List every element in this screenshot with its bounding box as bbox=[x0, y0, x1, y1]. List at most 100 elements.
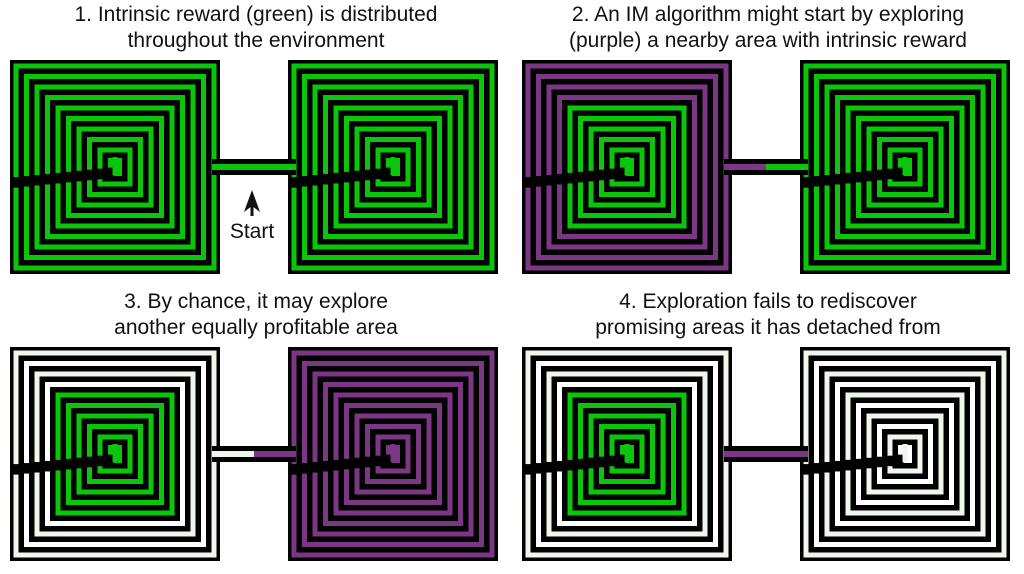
left-maze-gap bbox=[619, 167, 626, 179]
right-maze-path bbox=[835, 95, 975, 239]
left-maze-gap bbox=[598, 456, 605, 468]
left-maze-gap bbox=[76, 457, 82, 469]
right-maze-gap bbox=[813, 176, 820, 187]
right-maze-path bbox=[333, 105, 453, 229]
left-maze-gap bbox=[577, 171, 584, 183]
right-spiral-maze bbox=[800, 60, 1010, 274]
left-maze-gap bbox=[55, 172, 61, 184]
right-maze-gap bbox=[834, 460, 841, 472]
panel-2-caption: 2. An IM algorithm might start by explor… bbox=[512, 2, 1024, 54]
right-maze-path bbox=[877, 424, 933, 484]
right-maze-path bbox=[845, 392, 965, 516]
left-maze-gap bbox=[598, 169, 605, 181]
right-maze-gap bbox=[333, 172, 339, 184]
left-maze-path bbox=[599, 137, 655, 197]
right-maze-gap bbox=[343, 458, 350, 470]
left-maze-gap bbox=[556, 460, 563, 472]
right-maze-path bbox=[866, 413, 944, 495]
right-maze-gap bbox=[364, 456, 371, 468]
left-maze-path bbox=[55, 105, 175, 229]
left-maze-gap bbox=[535, 176, 542, 187]
left-maze-path bbox=[87, 424, 143, 484]
left-maze-path bbox=[567, 392, 687, 516]
right-maze-path bbox=[835, 382, 975, 526]
left-maze-gap bbox=[588, 457, 594, 469]
left-maze-path bbox=[97, 147, 133, 187]
right-maze-center bbox=[902, 444, 908, 462]
right-maze-gap bbox=[845, 459, 851, 471]
right-maze-gap bbox=[364, 169, 371, 181]
right-maze-center bbox=[902, 157, 908, 175]
right-maze-gap bbox=[385, 454, 392, 466]
left-maze-gap bbox=[609, 455, 615, 467]
right-maze-gap bbox=[343, 171, 350, 183]
right-maze-path bbox=[333, 392, 453, 516]
right-maze-gap bbox=[322, 173, 329, 185]
start-arrow-icon bbox=[244, 190, 260, 212]
left-maze-path bbox=[609, 434, 645, 474]
left-maze-path bbox=[578, 116, 676, 218]
corridor-right-path bbox=[766, 451, 808, 457]
left-maze-gap bbox=[34, 175, 40, 186]
right-maze-gap bbox=[375, 168, 381, 180]
right-maze-gap bbox=[803, 177, 809, 188]
left-maze-gap bbox=[97, 455, 103, 467]
left-maze-path bbox=[24, 74, 206, 260]
left-maze-gap bbox=[97, 168, 103, 180]
right-maze-path bbox=[866, 126, 944, 208]
right-maze-gap bbox=[354, 457, 360, 469]
left-maze-center bbox=[624, 157, 630, 175]
left-maze-path bbox=[55, 392, 175, 516]
right-maze-gap bbox=[897, 167, 904, 179]
right-maze-path bbox=[887, 434, 923, 474]
right-maze-gap bbox=[876, 456, 883, 468]
panel-1: 1. Intrinsic reward (green) is distribut… bbox=[0, 0, 512, 287]
left-maze-gap bbox=[34, 462, 40, 473]
right-maze-gap bbox=[312, 175, 318, 186]
left-maze-path bbox=[87, 137, 143, 197]
right-maze-path bbox=[302, 361, 484, 547]
left-maze-path bbox=[76, 413, 154, 495]
panel-1-maze: Start bbox=[10, 60, 498, 274]
left-maze-path bbox=[34, 84, 196, 250]
left-maze-center bbox=[112, 157, 118, 175]
left-maze-gap bbox=[65, 458, 72, 470]
right-maze-path bbox=[814, 74, 996, 260]
left-maze-gap bbox=[86, 456, 93, 468]
panel-4-caption: 4. Exploration fails to rediscover promi… bbox=[512, 289, 1024, 341]
right-maze-gap bbox=[897, 454, 904, 466]
right-maze-path bbox=[856, 116, 954, 218]
left-maze-gap bbox=[13, 177, 19, 188]
left-maze-gap bbox=[546, 175, 552, 186]
right-maze-path bbox=[312, 371, 474, 537]
right-spiral-maze bbox=[288, 347, 498, 561]
right-maze-gap bbox=[291, 177, 297, 188]
left-maze-path bbox=[66, 403, 164, 505]
corridor-left-path bbox=[212, 164, 254, 170]
panel-4: 4. Exploration fails to rediscover promi… bbox=[512, 287, 1024, 574]
right-maze-gap bbox=[375, 455, 381, 467]
right-maze-path bbox=[344, 116, 442, 218]
right-maze-path bbox=[344, 403, 442, 505]
left-maze-gap bbox=[107, 454, 114, 466]
panel-1-caption-line-2: throughout the environment bbox=[127, 29, 385, 52]
left-maze-gap bbox=[567, 172, 573, 184]
left-maze-path bbox=[34, 371, 196, 537]
left-maze-path bbox=[546, 371, 708, 537]
right-maze-gap bbox=[824, 462, 830, 473]
left-maze-gap bbox=[577, 458, 584, 470]
right-maze-gap bbox=[813, 463, 820, 474]
right-maze-gap bbox=[866, 457, 872, 469]
right-maze-gap bbox=[866, 170, 872, 182]
left-maze-gap bbox=[556, 173, 563, 185]
right-maze-path bbox=[312, 84, 474, 250]
right-maze-path bbox=[814, 361, 996, 547]
panel-3-caption-line-1: 3. By chance, it may explore bbox=[124, 290, 388, 313]
left-maze-path bbox=[546, 84, 708, 250]
right-maze-center bbox=[390, 157, 396, 175]
left-maze-path bbox=[588, 413, 666, 495]
left-maze-path bbox=[45, 95, 185, 239]
corridor-left-path bbox=[724, 164, 766, 170]
left-maze-gap bbox=[13, 464, 19, 475]
left-spiral-maze bbox=[10, 347, 220, 561]
